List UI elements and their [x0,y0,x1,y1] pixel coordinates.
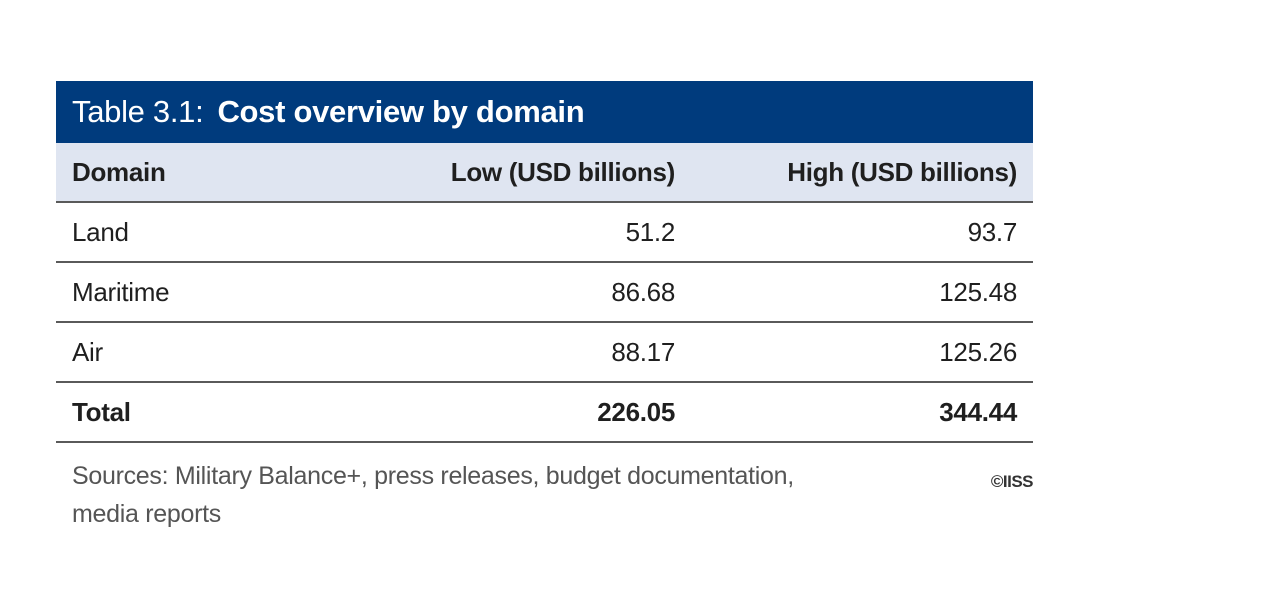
table-title: Cost overview by domain [217,94,585,129]
column-header-high: High (USD billions) [691,143,1033,203]
table-row: Air 88.17 125.26 [56,322,1033,383]
row-high-cell: 125.48 [691,262,1033,323]
table-row: Land 51.2 93.7 [56,202,1033,263]
table-title-bar: Table 3.1: Cost overview by domain [56,81,1033,143]
row-domain-cell: Air [56,322,356,383]
total-low-cell: 226.05 [356,382,691,443]
total-label-cell: Total [56,382,356,443]
total-high-cell: 344.44 [691,382,1033,443]
table-header-row: Domain Low (USD billions) High (USD bill… [56,143,1033,203]
row-low-cell: 88.17 [356,322,691,383]
column-header-domain: Domain [56,143,356,203]
table-number: Table 3.1: [72,94,204,129]
table-footer: Sources: Military Balance+, press releas… [56,457,1034,533]
row-low-cell: 86.68 [356,262,691,323]
table-total-row: Total 226.05 344.44 [56,382,1033,443]
cost-table-container: Table 3.1: Cost overview by domain Domai… [56,81,1034,533]
row-high-cell: 125.26 [691,322,1033,383]
column-header-low: Low (USD billions) [356,143,691,203]
table-row: Maritime 86.68 125.48 [56,262,1033,323]
copyright-mark: ©IISS [990,472,1034,491]
row-low-cell: 51.2 [356,202,691,263]
cost-overview-table: Domain Low (USD billions) High (USD bill… [56,143,1033,443]
sources-note: Sources: Military Balance+, press releas… [72,462,794,528]
row-domain-cell: Land [56,202,356,263]
row-domain-cell: Maritime [56,262,356,323]
row-high-cell: 93.7 [691,202,1033,263]
